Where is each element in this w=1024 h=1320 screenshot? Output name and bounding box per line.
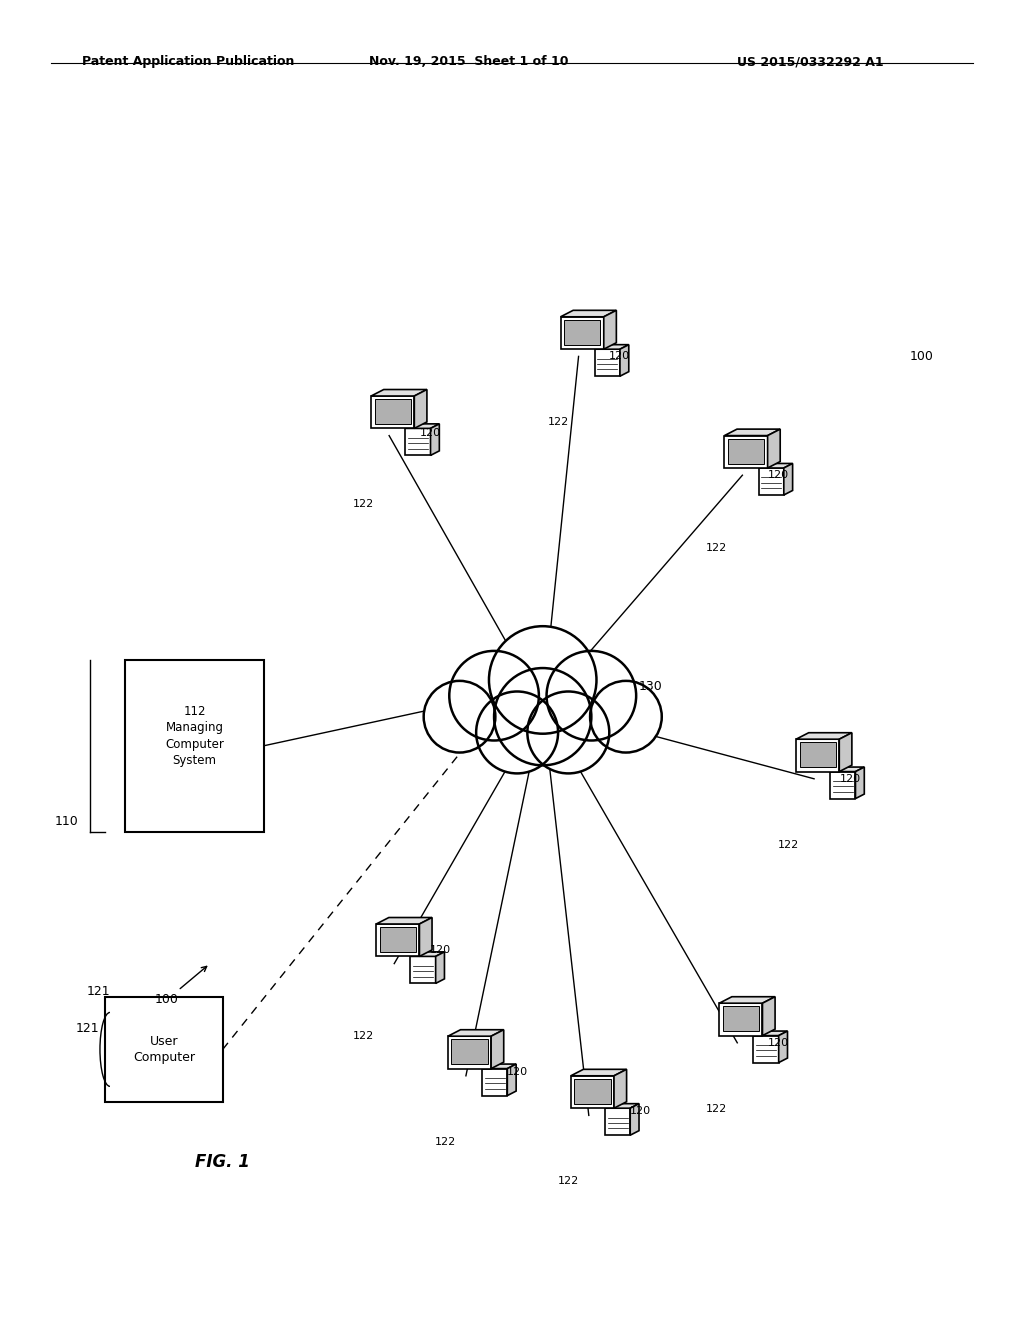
Polygon shape	[420, 917, 432, 957]
Text: FIG. 1: FIG. 1	[195, 1152, 250, 1171]
Text: 122: 122	[778, 840, 799, 850]
Polygon shape	[724, 436, 768, 469]
Polygon shape	[724, 429, 780, 436]
Circle shape	[424, 681, 496, 752]
Polygon shape	[796, 739, 840, 772]
Polygon shape	[614, 1069, 627, 1109]
Polygon shape	[411, 957, 435, 983]
Text: User
Computer: User Computer	[133, 1035, 195, 1064]
Polygon shape	[564, 319, 600, 345]
Circle shape	[476, 692, 558, 774]
Circle shape	[489, 626, 596, 734]
Polygon shape	[754, 1036, 778, 1063]
Polygon shape	[728, 438, 764, 463]
Polygon shape	[570, 1076, 614, 1109]
Bar	[125, 660, 264, 832]
Polygon shape	[605, 1104, 639, 1109]
Circle shape	[495, 668, 592, 766]
Polygon shape	[723, 1006, 759, 1031]
Circle shape	[590, 681, 662, 752]
Polygon shape	[800, 742, 836, 767]
Text: 120: 120	[420, 428, 440, 438]
Bar	[105, 997, 223, 1102]
Polygon shape	[630, 1104, 639, 1135]
Text: 122: 122	[435, 1137, 456, 1147]
Polygon shape	[380, 927, 416, 952]
Polygon shape	[763, 997, 775, 1036]
Polygon shape	[605, 1109, 630, 1135]
Polygon shape	[830, 772, 855, 799]
Polygon shape	[719, 997, 775, 1003]
Polygon shape	[855, 767, 864, 799]
Polygon shape	[830, 767, 864, 772]
Polygon shape	[574, 1078, 610, 1104]
Circle shape	[527, 692, 609, 774]
Text: Patent Application Publication: Patent Application Publication	[82, 55, 294, 69]
Text: 120: 120	[768, 1038, 788, 1048]
Polygon shape	[595, 350, 620, 376]
Text: 122: 122	[353, 1031, 374, 1041]
Circle shape	[547, 651, 636, 741]
Polygon shape	[759, 463, 793, 469]
Text: 100: 100	[910, 350, 934, 363]
Polygon shape	[447, 1030, 504, 1036]
Polygon shape	[447, 1036, 492, 1069]
Polygon shape	[507, 1064, 516, 1096]
Polygon shape	[778, 1031, 787, 1063]
Polygon shape	[371, 389, 427, 396]
Text: 120: 120	[768, 470, 788, 480]
Polygon shape	[754, 1031, 787, 1036]
Text: 122: 122	[353, 499, 374, 510]
Circle shape	[450, 651, 539, 741]
Polygon shape	[620, 345, 629, 376]
Polygon shape	[783, 463, 793, 495]
Text: 120: 120	[840, 774, 860, 784]
Text: 122: 122	[548, 417, 568, 428]
Text: 121: 121	[86, 985, 110, 998]
Polygon shape	[376, 924, 420, 957]
Text: 122: 122	[707, 543, 727, 553]
Polygon shape	[604, 310, 616, 350]
Text: 122: 122	[558, 1176, 579, 1187]
Polygon shape	[560, 317, 604, 350]
Text: 120: 120	[609, 351, 630, 362]
Polygon shape	[430, 424, 439, 455]
Polygon shape	[435, 952, 444, 983]
Polygon shape	[411, 952, 444, 957]
Text: 100: 100	[155, 966, 207, 1006]
Polygon shape	[406, 424, 439, 429]
Text: 120: 120	[630, 1106, 650, 1117]
Text: 120: 120	[507, 1067, 527, 1077]
Text: US 2015/0332292 A1: US 2015/0332292 A1	[737, 55, 884, 69]
Polygon shape	[492, 1030, 504, 1069]
Polygon shape	[482, 1064, 516, 1069]
Polygon shape	[452, 1039, 487, 1064]
Polygon shape	[768, 429, 780, 469]
Polygon shape	[560, 310, 616, 317]
Text: 122: 122	[707, 1104, 727, 1114]
Polygon shape	[840, 733, 852, 772]
Polygon shape	[376, 917, 432, 924]
Polygon shape	[415, 389, 427, 429]
Polygon shape	[406, 429, 430, 455]
Text: 112
Managing
Computer
System: 112 Managing Computer System	[165, 705, 224, 767]
Polygon shape	[796, 733, 852, 739]
Polygon shape	[570, 1069, 627, 1076]
Polygon shape	[719, 1003, 763, 1036]
Polygon shape	[482, 1069, 507, 1096]
Text: 130: 130	[639, 680, 663, 693]
Text: 121: 121	[76, 1022, 99, 1035]
Text: Nov. 19, 2015  Sheet 1 of 10: Nov. 19, 2015 Sheet 1 of 10	[369, 55, 568, 69]
Text: 120: 120	[430, 945, 451, 956]
Polygon shape	[759, 469, 783, 495]
Text: 110: 110	[54, 814, 79, 828]
Polygon shape	[375, 399, 411, 424]
Polygon shape	[595, 345, 629, 350]
Polygon shape	[371, 396, 415, 429]
